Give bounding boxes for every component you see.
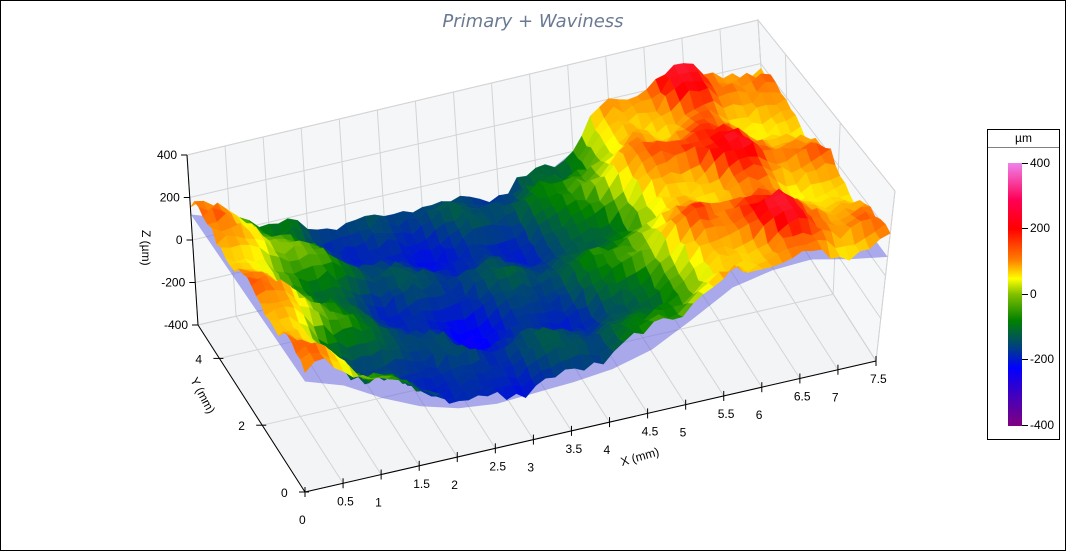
legend-tick — [1022, 228, 1028, 229]
svg-text:400: 400 — [157, 148, 177, 162]
y-axis — [197, 324, 306, 493]
axes — [181, 154, 877, 497]
svg-text:0: 0 — [281, 486, 288, 500]
x-axis — [304, 360, 877, 493]
legend-title: µm — [988, 130, 1059, 148]
svg-text:7.5: 7.5 — [870, 372, 887, 386]
surface-plot — [190, 63, 891, 409]
color-scale-bar — [1008, 163, 1022, 426]
tick-labels: 0 0.5 1 1.5 2 2.5 3 3.5 4 4.5 5 5.5 6 6.5 7 7.5 0 2 4 -400 -… — [157, 148, 887, 527]
color-legend: µm 400 200 0 -200 -400 — [987, 129, 1060, 440]
chart-title: Primary + Waviness — [442, 11, 624, 32]
legend-tick — [1022, 425, 1028, 426]
svg-text:-200: -200 — [161, 276, 185, 290]
legend-label: -400 — [1030, 418, 1055, 432]
svg-text:200: 200 — [160, 191, 180, 205]
svg-text:1.5: 1.5 — [413, 477, 430, 491]
legend-label: 400 — [1030, 156, 1051, 170]
svg-text:1: 1 — [375, 496, 382, 510]
svg-text:0.5: 0.5 — [337, 494, 354, 508]
svg-text:2: 2 — [238, 419, 245, 433]
z-axis-label: Z (µm) — [139, 230, 153, 266]
y-axis-label: Y (mm) — [187, 375, 218, 416]
svg-text:4: 4 — [195, 352, 202, 366]
svg-text:3.5: 3.5 — [565, 442, 582, 456]
svg-text:0: 0 — [299, 513, 306, 527]
legend-label: 0 — [1030, 287, 1037, 301]
svg-text:2: 2 — [451, 478, 458, 492]
legend-tick — [1022, 294, 1028, 295]
legend-tick — [1022, 163, 1028, 164]
svg-text:6: 6 — [756, 408, 763, 422]
svg-text:2.5: 2.5 — [489, 459, 506, 473]
svg-text:6.5: 6.5 — [794, 389, 811, 403]
svg-text:3: 3 — [527, 461, 534, 475]
legend-tick — [1022, 359, 1028, 360]
svg-text:4: 4 — [604, 443, 611, 457]
svg-text:4.5: 4.5 — [642, 424, 659, 438]
svg-text:-400: -400 — [164, 318, 188, 332]
svg-text:5.5: 5.5 — [718, 407, 735, 421]
legend-label: -200 — [1030, 352, 1055, 366]
x-axis-label: X (mm) — [619, 445, 661, 469]
svg-text:0: 0 — [176, 233, 183, 247]
legend-label: 200 — [1030, 221, 1051, 235]
svg-text:7: 7 — [832, 391, 839, 405]
svg-text:5: 5 — [680, 426, 687, 440]
